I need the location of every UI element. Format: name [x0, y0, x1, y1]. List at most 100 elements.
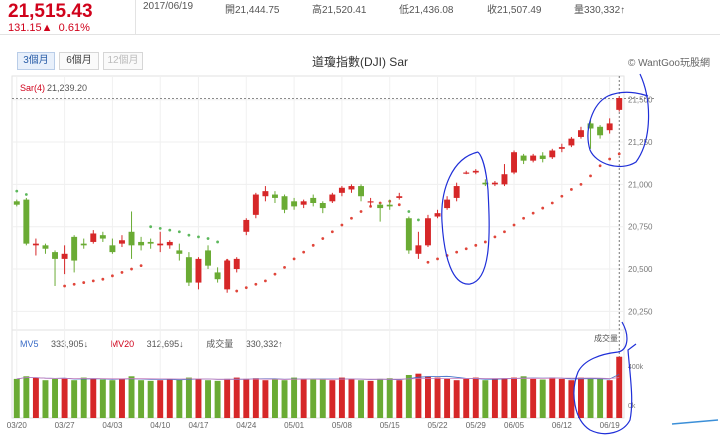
volume-bar [616, 356, 623, 418]
candle-body [13, 201, 20, 205]
volume-bar [300, 378, 307, 418]
candle-body [185, 257, 192, 283]
tab-3-months[interactable]: 3個月 [17, 52, 55, 70]
volume-bar [587, 378, 594, 418]
volume-bar [205, 380, 211, 418]
candle-body [539, 155, 546, 159]
volume-bar [386, 378, 393, 418]
candle-body [195, 258, 202, 283]
sar-dot [512, 223, 516, 227]
vol-label: 成交量 [206, 339, 234, 349]
sar-dot [101, 277, 105, 281]
candle-body [214, 272, 221, 280]
volume-bar [367, 380, 374, 418]
volume-bar [539, 379, 546, 418]
candle-body [147, 241, 154, 244]
candle-body [558, 147, 565, 149]
candle-body [578, 130, 584, 137]
low-stat: 低21,436.08 [399, 1, 454, 16]
volume-bar [52, 378, 58, 418]
candle-body [453, 186, 460, 198]
x-tick-label: 05/22 [428, 421, 449, 430]
sar-dot [531, 211, 535, 215]
sar-dot [139, 264, 143, 268]
x-tick-label: 04/10 [150, 421, 171, 430]
candle-body [597, 126, 604, 136]
candle-body [606, 123, 613, 131]
tab-6-months[interactable]: 6個月 [59, 52, 99, 70]
candle-body [119, 240, 125, 244]
candle-body [300, 201, 307, 205]
volume-bar [310, 379, 317, 418]
candle-body [616, 98, 623, 110]
high-label: 高 [312, 5, 322, 16]
sar-label: Sar(4) [20, 83, 46, 93]
sar-dot [340, 223, 344, 227]
sar-dot [598, 164, 602, 168]
volume-bar [233, 377, 240, 418]
candle-body [415, 245, 422, 254]
candle-body [367, 201, 374, 203]
sar-dot [120, 271, 124, 274]
y-tick-label: 21,500 [628, 96, 653, 105]
sar-dot [436, 257, 439, 261]
y-tick-label: 21,000 [628, 180, 653, 189]
volume-bar [166, 378, 173, 418]
volume-bar [520, 376, 527, 418]
close-label: 收 [487, 5, 497, 16]
candle-body [377, 204, 384, 209]
sar-dot [264, 279, 267, 283]
volume-bar [568, 380, 575, 418]
candle-body [52, 252, 58, 259]
candle-body [434, 213, 441, 217]
candle-body [166, 241, 173, 246]
volume-bar [597, 378, 604, 418]
change-percent: 0.61% [58, 22, 90, 34]
high-stat: 高21,520.41 [312, 1, 367, 16]
change-points: 131.15▲ [8, 22, 53, 34]
candle-body [338, 187, 345, 193]
volume-bar [377, 378, 384, 418]
chart-credit: © WantGoo玩股網 [627, 58, 710, 69]
sar-dot [483, 240, 487, 244]
volume-bar [157, 380, 164, 418]
sar-dot [321, 237, 325, 240]
candle-body [262, 191, 269, 197]
volume-bar [329, 380, 336, 418]
low-value: 21,436.08 [409, 5, 454, 16]
sar-dot [608, 157, 612, 161]
tab-12-months[interactable]: 12個月 [103, 52, 143, 70]
volume-bar [90, 378, 97, 418]
candle-body [252, 194, 259, 215]
volume-bar [578, 377, 584, 418]
volume-bar [272, 378, 278, 418]
volume-value: 330,332↑ [584, 5, 626, 16]
low-label: 低 [399, 5, 409, 16]
close-value: 21,507.49 [497, 5, 542, 16]
volume-bar [42, 380, 49, 418]
candle-body [281, 196, 288, 210]
candle-body [23, 199, 30, 244]
volume-bar [176, 379, 183, 418]
candle-body [291, 201, 298, 207]
candle-body [501, 174, 508, 185]
sar-dot [464, 247, 468, 251]
sar-dot [72, 282, 76, 286]
y-tick-label: 20,500 [628, 265, 653, 274]
sar-dot [244, 286, 248, 290]
sar-dot [235, 289, 239, 293]
volume-bar [338, 377, 345, 418]
x-tick-label: 05/08 [332, 421, 353, 430]
volume-bar [291, 377, 298, 418]
candle-body [205, 250, 211, 266]
candle-body [61, 253, 68, 259]
sar-dot [455, 250, 459, 254]
volume-bar [99, 379, 106, 418]
volume-bar [463, 378, 470, 418]
volume-bar [185, 377, 192, 418]
candle-body [233, 258, 240, 270]
sar-dot [15, 189, 19, 193]
sar-dot [426, 260, 430, 264]
x-tick-label: 04/03 [102, 421, 123, 430]
